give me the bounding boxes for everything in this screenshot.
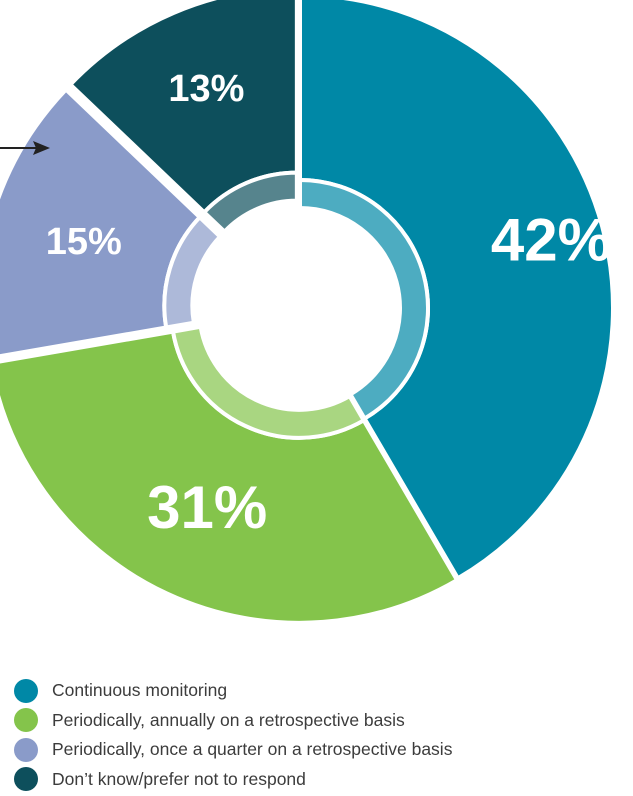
legend-swatch: [14, 737, 38, 762]
legend-item-quarterly: Periodically, once a quarter on a retros…: [14, 735, 452, 765]
slice-inner-band-annually: [170, 324, 367, 440]
slice-continuous-monitoring: [298, 0, 615, 581]
value-label-quarterly: 15%: [46, 221, 122, 263]
value-label-annually: 31%: [147, 474, 267, 541]
slice-band-tint: [173, 326, 364, 438]
legend-swatch: [14, 678, 38, 703]
value-label-dont-know: 13%: [168, 68, 244, 110]
legend-label: Periodically, annually on a retrospectiv…: [52, 709, 405, 730]
value-label-continuous-monitoring: 42%: [491, 207, 611, 274]
legend-item-annually: Periodically, annually on a retrospectiv…: [14, 706, 452, 736]
slice-band-tint: [204, 172, 297, 232]
slice-inner-band-dont-know: [201, 170, 299, 235]
legend-label: Periodically, once a quarter on a retros…: [52, 739, 453, 760]
legend-item-dont-know: Don’t know/prefer not to respond: [14, 765, 452, 795]
chart-legend: Continuous monitoring Periodically, annu…: [14, 676, 452, 794]
slice-inner-band-quarterly: [162, 214, 223, 330]
legend-swatch: [14, 708, 38, 733]
slice-annually: [0, 324, 460, 625]
chart-value-labels: 42% 31% 15% 13%: [46, 68, 611, 541]
legend-label: Don’t know/prefer not to respond: [52, 768, 306, 789]
slice-band-tint: [164, 217, 221, 328]
legend-label: Continuous monitoring: [52, 680, 228, 701]
slice-dont-know: [67, 0, 299, 235]
donut-chart: 42% 31% 15% 13%: [0, 0, 615, 625]
chart-slices: [0, 0, 615, 625]
arrow-head-icon: [33, 141, 50, 155]
arrow-annotation: [0, 141, 50, 155]
legend-swatch: [14, 767, 38, 792]
slice-band-tint: [300, 180, 428, 419]
legend-item-continuous-monitoring: Continuous monitoring: [14, 676, 452, 706]
slice-quarterly: [0, 86, 223, 359]
